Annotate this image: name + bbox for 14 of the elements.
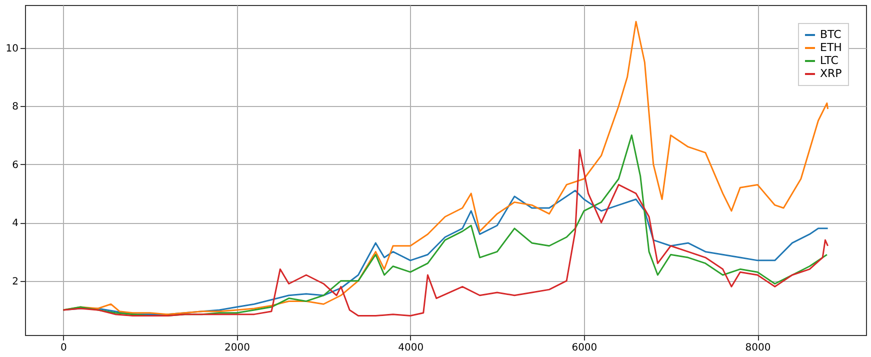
x-tick-label: 0 xyxy=(60,342,67,354)
y-tick-label: 2 xyxy=(12,276,18,288)
y-tick-label: 8 xyxy=(12,102,18,113)
x-tick-label: 6000 xyxy=(572,342,598,354)
x-tick-label: 8000 xyxy=(745,342,771,354)
y-tick-label: 4 xyxy=(12,218,18,230)
y-tick-label: 10 xyxy=(6,43,18,54)
x-tick-label: 4000 xyxy=(398,342,424,354)
legend-label: LTC xyxy=(820,54,839,67)
y-tick-label: 6 xyxy=(12,160,18,171)
legend-label: XRP xyxy=(820,67,842,80)
legend-label: BTC xyxy=(820,28,842,41)
x-tick-label: 2000 xyxy=(224,342,250,354)
legend-label: ETH xyxy=(820,41,842,54)
